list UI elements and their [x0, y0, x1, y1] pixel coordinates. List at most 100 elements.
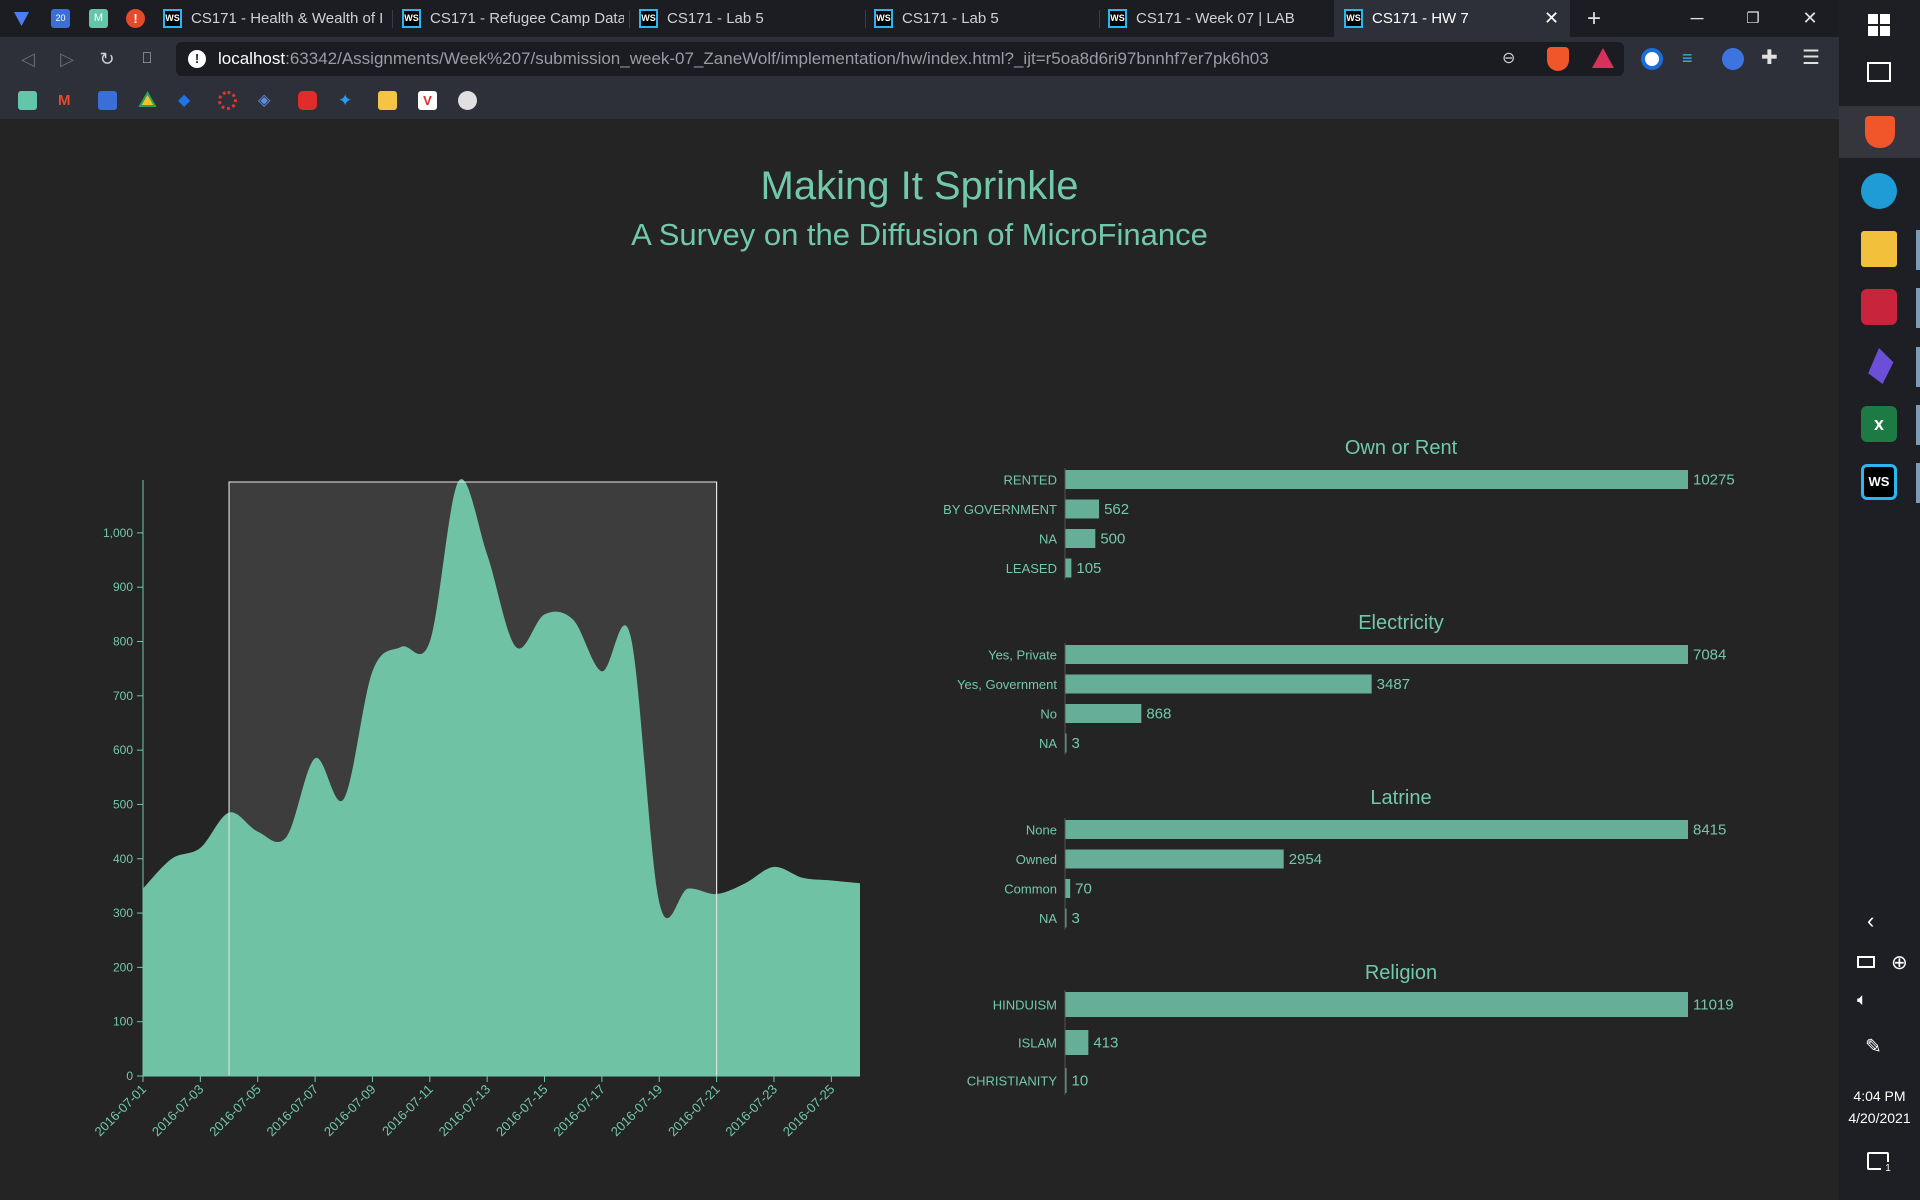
password-manager-icon[interactable]	[1641, 48, 1663, 70]
page-content: Making It Sprinkle A Survey on the Diffu…	[0, 119, 1839, 1200]
bar-category-label: RENTED	[1004, 473, 1057, 488]
chevron-up-icon[interactable]: ‹	[1867, 908, 1875, 933]
x-tick-label: 2016-07-21	[665, 1082, 723, 1140]
extensions-puzzle-icon[interactable]: ✚	[1761, 47, 1778, 69]
close-tab-icon[interactable]: ✕	[1544, 8, 1560, 28]
bookmark-icon[interactable]: ⎕	[142, 50, 152, 67]
calendar-bookmark-icon[interactable]	[98, 91, 117, 110]
vpn-shield-icon[interactable]	[12, 9, 31, 28]
maximize-button[interactable]: ❐	[1746, 10, 1760, 27]
alert-icon[interactable]: !	[126, 9, 145, 28]
bar[interactable]	[1065, 879, 1071, 898]
x-tick-label: 2016-07-11	[379, 1082, 436, 1139]
tab-hw7[interactable]: WS CS171 - HW 7 ✕	[1334, 0, 1570, 37]
calendar-icon[interactable]: 20	[51, 9, 70, 28]
bar-value-label: 3	[1072, 910, 1080, 927]
app-red-taskbar-icon[interactable]	[1861, 289, 1897, 325]
bar[interactable]	[1065, 499, 1100, 519]
bar-value-label: 2954	[1289, 851, 1322, 868]
menu-icon[interactable]: ☰	[1802, 47, 1820, 69]
meet-icon[interactable]: M	[89, 9, 108, 28]
battery-icon[interactable]	[1857, 956, 1875, 968]
clock-date[interactable]: 4/20/2021	[1848, 1110, 1911, 1126]
bar[interactable]	[1065, 992, 1688, 1017]
tab-refugee-camp[interactable]: WS CS171 - Refugee Camp Data	[402, 0, 624, 37]
excel-taskbar-icon[interactable]: x	[1861, 406, 1897, 442]
drive-bookmark-icon[interactable]	[138, 90, 157, 110]
x-tick-label: 2016-07-01	[91, 1082, 149, 1140]
dropbox-bookmark-icon[interactable]: ◆	[178, 92, 191, 109]
bar[interactable]	[1065, 820, 1688, 839]
reload-icon[interactable]: ↻	[99, 49, 115, 69]
bar-value-label: 562	[1104, 501, 1129, 518]
bar[interactable]	[1065, 470, 1688, 489]
meet-bookmark-icon[interactable]	[18, 91, 37, 110]
back-arrow-icon[interactable]: ◁	[21, 49, 35, 69]
brave-rewards-icon[interactable]	[1592, 48, 1614, 68]
webstorm-icon: WS	[1108, 9, 1127, 28]
y-tick-label: 700	[113, 689, 133, 703]
edge-taskbar-icon[interactable]	[1861, 173, 1897, 209]
clock-time[interactable]: 4:04 PM	[1853, 1088, 1906, 1104]
network-globe-icon[interactable]: ⊕	[1891, 952, 1908, 974]
info-icon[interactable]: !	[188, 50, 206, 68]
extension-filter-icon[interactable]: ≡	[1682, 48, 1693, 68]
brave-shields-icon[interactable]	[1547, 47, 1569, 71]
bar-value-label: 10	[1072, 1073, 1089, 1090]
webstorm-icon: WS	[874, 9, 893, 28]
course-bookmark-icon[interactable]: ◈	[258, 92, 271, 109]
area-chart-svg[interactable]: 0 100 200 300 400 500 600 700 800 900 1,000 2016-07…	[0, 349, 900, 1169]
pen-icon[interactable]: ✎	[1865, 1036, 1882, 1058]
bar-category-label: NA	[1039, 532, 1057, 547]
canvas-bookmark-icon[interactable]	[218, 91, 237, 110]
youtube-bookmark-icon[interactable]	[298, 91, 317, 110]
tab-strip: 20 M ! WS CS171 - Health & Wealth of I W…	[0, 0, 1839, 37]
x-tick-label: 2016-07-17	[550, 1082, 608, 1140]
bar[interactable]	[1065, 1030, 1089, 1055]
close-window-button[interactable]: ✕	[1802, 8, 1818, 28]
bar[interactable]	[1065, 645, 1688, 664]
bar[interactable]	[1065, 908, 1067, 928]
bar[interactable]	[1065, 733, 1067, 753]
bar[interactable]	[1065, 849, 1284, 869]
zoom-icon[interactable]: ⊖	[1502, 50, 1516, 67]
new-tab-button[interactable]: +	[1586, 5, 1601, 32]
bar[interactable]	[1065, 674, 1372, 694]
bar[interactable]	[1065, 1068, 1067, 1093]
bar[interactable]	[1065, 529, 1096, 548]
webstorm-taskbar-icon[interactable]: WS	[1861, 464, 1897, 500]
volume-icon[interactable]: 🔈︎	[1857, 990, 1868, 1009]
file-explorer-taskbar-icon[interactable]	[1861, 231, 1897, 267]
tab-week07-lab[interactable]: WS CS171 - Week 07 | LAB	[1108, 0, 1330, 37]
forward-arrow-icon[interactable]: ▷	[60, 49, 74, 69]
vivaldi-bookmark-icon[interactable]: V	[418, 91, 437, 110]
y-tick-label: 200	[113, 960, 133, 974]
twitter-bookmark-icon[interactable]: ✦	[338, 91, 353, 110]
brave-taskbar-icon[interactable]	[1839, 106, 1920, 158]
obsidian-taskbar-icon[interactable]	[1868, 348, 1894, 384]
gmail-bookmark-icon[interactable]: M	[58, 92, 71, 109]
address-bar[interactable]: ! localhost:63342/Assignments/Week%207/s…	[176, 42, 1624, 76]
extension-blue-icon[interactable]	[1722, 48, 1744, 70]
x-tick-label: 2016-07-07	[264, 1082, 322, 1140]
notes-bookmark-icon[interactable]	[378, 91, 397, 110]
globe-bookmark-icon[interactable]	[458, 91, 477, 110]
bar[interactable]	[1065, 558, 1072, 578]
notification-center-icon[interactable]	[1867, 1152, 1889, 1170]
windows-start-icon[interactable]	[1868, 14, 1890, 36]
bar[interactable]	[1065, 704, 1142, 723]
tab-lab5-a[interactable]: WS CS171 - Lab 5	[639, 0, 861, 37]
url-text[interactable]: localhost:63342/Assignments/Week%207/sub…	[218, 49, 1269, 68]
x-tick-label: 2016-07-23	[722, 1082, 780, 1140]
minimize-button[interactable]: ─	[1690, 8, 1704, 28]
tab-health-wealth[interactable]: WS CS171 - Health & Wealth of I	[163, 0, 385, 37]
tab-lab5-b[interactable]: WS CS171 - Lab 5	[874, 0, 1096, 37]
y-tick-label: 1,000	[103, 526, 133, 540]
windows-taskbar: x WS ‹ ⊕ 🔈︎ ✎ 4:04 PM 4/20/2021 1	[1839, 0, 1920, 1200]
task-view-icon[interactable]	[1867, 62, 1891, 82]
y-tick-label: 900	[113, 580, 133, 594]
bar-category-label: NA	[1039, 911, 1057, 926]
area-chart[interactable]: 0 100 200 300 400 500 600 700 800 900 1,000 2016-07…	[0, 349, 900, 1169]
webstorm-icon: WS	[639, 9, 658, 28]
bar-charts-svg: Own or Rent RENTED 10275 BY GOVERNMENT 562 NA…	[943, 437, 1735, 1095]
